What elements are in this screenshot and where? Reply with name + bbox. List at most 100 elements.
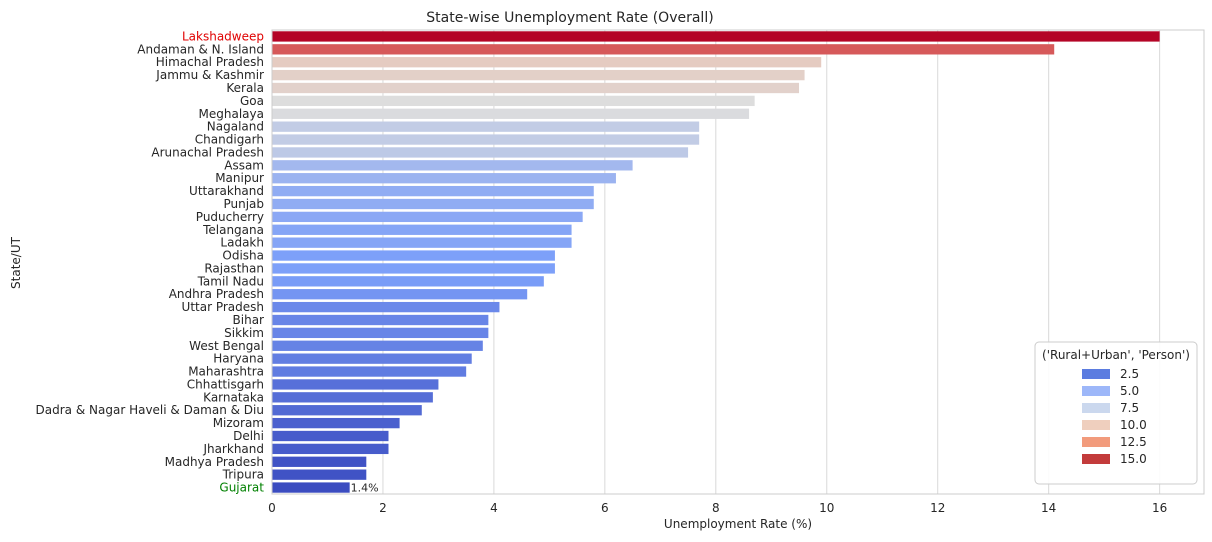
legend-swatch xyxy=(1082,369,1110,379)
bar xyxy=(272,417,400,429)
category-label: Mizoram xyxy=(213,416,264,430)
x-tick-label: 16 xyxy=(1152,501,1167,515)
x-tick-label: 14 xyxy=(1041,501,1056,515)
bar xyxy=(272,185,594,197)
category-label: Odisha xyxy=(222,249,264,263)
category-label: Rajasthan xyxy=(204,261,264,275)
bar xyxy=(272,237,572,248)
legend-swatch xyxy=(1082,403,1110,413)
category-label: Bihar xyxy=(233,313,265,327)
category-label: Delhi xyxy=(233,429,264,443)
bar xyxy=(272,482,350,493)
bar xyxy=(272,366,467,377)
legend-label: 15.0 xyxy=(1120,452,1147,466)
bar xyxy=(272,392,433,403)
category-label: Lakshadweep xyxy=(182,29,264,43)
bar xyxy=(272,301,500,313)
legend-entries: 2.5 5.0 7.5 10.0 12.5 15.0 xyxy=(1082,367,1147,466)
category-label: Andaman & N. Island xyxy=(137,42,264,56)
x-tick-label: 8 xyxy=(712,501,720,515)
bar xyxy=(272,211,583,223)
category-label: Arunachal Pradesh xyxy=(151,145,264,159)
legend-label: 2.5 xyxy=(1120,367,1139,381)
bars xyxy=(272,31,1160,493)
gridlines xyxy=(271,30,1161,494)
category-label: Himachal Pradesh xyxy=(156,55,264,69)
x-tick-label: 6 xyxy=(601,501,609,515)
category-label: Ladakh xyxy=(220,236,264,250)
x-tick-label: 10 xyxy=(819,501,834,515)
legend-label: 7.5 xyxy=(1120,401,1139,415)
legend-swatch xyxy=(1082,386,1110,396)
x-tick-label: 0 xyxy=(268,501,276,515)
legend-swatch xyxy=(1082,437,1110,447)
legend-swatch xyxy=(1082,420,1110,430)
data-label: 1.4% xyxy=(351,482,379,495)
category-label: Maharashtra xyxy=(188,365,264,379)
category-label: Jharkhand xyxy=(202,442,264,456)
bar xyxy=(272,263,555,274)
bar xyxy=(272,173,616,184)
category-label: Uttarakhand xyxy=(189,184,264,198)
bar xyxy=(272,250,555,261)
x-tick-label: 4 xyxy=(490,501,498,515)
bar xyxy=(272,276,544,287)
category-label: Dadra & Nagar Haveli & Daman & Diu xyxy=(36,403,264,417)
category-label: Telangana xyxy=(202,223,264,237)
x-tick-label: 12 xyxy=(930,501,945,515)
bar xyxy=(272,147,689,158)
bar xyxy=(272,353,472,364)
y-axis-label: State/UT xyxy=(9,236,23,289)
category-label: Kerala xyxy=(226,81,264,95)
bar xyxy=(272,327,489,339)
bar xyxy=(272,108,750,119)
bar xyxy=(272,289,528,300)
bar xyxy=(272,44,1055,55)
category-label: Manipur xyxy=(215,171,264,185)
bar xyxy=(272,340,483,351)
category-label: Meghalaya xyxy=(199,107,264,121)
bar xyxy=(272,160,633,171)
bar xyxy=(272,469,367,480)
bar xyxy=(272,405,422,416)
category-label: Haryana xyxy=(213,352,264,366)
bar xyxy=(272,82,800,94)
bar xyxy=(272,121,700,132)
bar xyxy=(272,443,389,455)
category-label: Madhya Pradesh xyxy=(165,455,264,469)
bar xyxy=(272,57,822,68)
category-label: Uttar Pradesh xyxy=(182,300,264,314)
legend-label: 10.0 xyxy=(1120,418,1147,432)
category-label: Andhra Pradesh xyxy=(169,287,264,301)
category-label: Tripura xyxy=(222,468,264,482)
annotations: 1.4% xyxy=(351,482,379,495)
category-label: Goa xyxy=(240,94,264,108)
bar xyxy=(272,198,594,210)
legend-title: ('Rural+Urban', 'Person') xyxy=(1042,348,1190,362)
category-label: Chhattisgarh xyxy=(187,377,264,391)
bar xyxy=(272,379,439,390)
bar xyxy=(272,314,489,326)
x-tick-labels: 0 2 4 6 8 10 12 14 16 xyxy=(268,501,1167,515)
legend-box xyxy=(1034,341,1198,485)
bar xyxy=(272,31,1160,42)
chart-title: State-wise Unemployment Rate (Overall) xyxy=(426,10,713,26)
bar xyxy=(272,224,572,235)
legend-label: 5.0 xyxy=(1120,384,1139,398)
category-label: Nagaland xyxy=(207,120,264,134)
category-label: West Bengal xyxy=(189,339,264,353)
category-label: Chandigarh xyxy=(195,133,264,147)
category-label: Jammu & Kashmir xyxy=(155,68,264,82)
legend: ('Rural+Urban', 'Person') 2.5 5.0 7.5 10.0 1… xyxy=(1034,341,1198,485)
category-label: Tamil Nadu xyxy=(197,274,264,288)
x-tick-label: 2 xyxy=(379,501,387,515)
bar xyxy=(272,430,389,442)
legend-label: 12.5 xyxy=(1120,435,1147,449)
category-label: Gujarat xyxy=(219,481,264,495)
bar xyxy=(272,69,805,81)
category-label: Assam xyxy=(224,158,264,172)
bar xyxy=(272,456,367,467)
